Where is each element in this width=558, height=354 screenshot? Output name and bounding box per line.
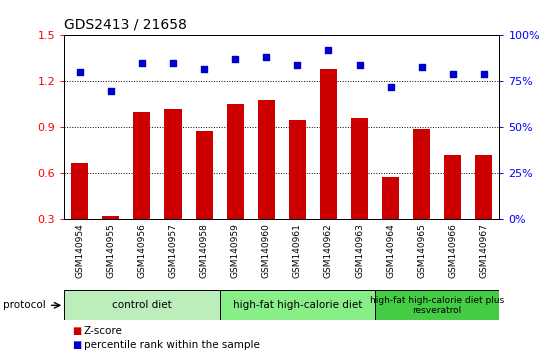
Text: ■: ■ bbox=[73, 326, 82, 336]
Point bbox=[230, 57, 239, 62]
Text: GSM140959: GSM140959 bbox=[230, 223, 239, 278]
Text: GSM140964: GSM140964 bbox=[386, 223, 395, 278]
Text: control diet: control diet bbox=[112, 300, 172, 310]
Text: percentile rank within the sample: percentile rank within the sample bbox=[84, 340, 259, 350]
Text: GSM140965: GSM140965 bbox=[417, 223, 426, 278]
Text: Z-score: Z-score bbox=[84, 326, 123, 336]
Text: GSM140955: GSM140955 bbox=[107, 223, 116, 278]
Point bbox=[107, 88, 116, 93]
Text: high-fat high-calorie diet: high-fat high-calorie diet bbox=[233, 300, 362, 310]
Point bbox=[200, 66, 209, 72]
Text: GSM140967: GSM140967 bbox=[479, 223, 488, 278]
Text: GSM140960: GSM140960 bbox=[262, 223, 271, 278]
Bar bbox=[227, 104, 244, 266]
Text: GSM140954: GSM140954 bbox=[75, 223, 84, 278]
Point bbox=[293, 62, 302, 68]
Bar bbox=[258, 100, 275, 266]
Bar bbox=[195, 131, 213, 266]
Point bbox=[355, 62, 364, 68]
Bar bbox=[133, 112, 151, 266]
Bar bbox=[413, 129, 430, 266]
Bar bbox=[102, 216, 119, 266]
Bar bbox=[220, 290, 375, 320]
Text: GSM140961: GSM140961 bbox=[293, 223, 302, 278]
Text: GSM140966: GSM140966 bbox=[448, 223, 457, 278]
Text: GSM140963: GSM140963 bbox=[355, 223, 364, 278]
Point bbox=[324, 47, 333, 53]
Bar bbox=[351, 118, 368, 266]
Point bbox=[137, 60, 146, 66]
Point bbox=[262, 55, 271, 60]
Text: GSM140956: GSM140956 bbox=[137, 223, 146, 278]
Bar bbox=[165, 109, 181, 266]
Text: ■: ■ bbox=[73, 340, 82, 350]
Point bbox=[448, 71, 457, 77]
Bar bbox=[444, 155, 461, 266]
Bar bbox=[289, 120, 306, 266]
Point bbox=[386, 84, 395, 90]
Text: high-fat high-calorie diet plus
resveratrol: high-fat high-calorie diet plus resverat… bbox=[370, 296, 504, 315]
Text: protocol: protocol bbox=[3, 300, 46, 310]
Bar bbox=[375, 290, 499, 320]
Point bbox=[479, 71, 488, 77]
Bar bbox=[64, 290, 220, 320]
Bar bbox=[320, 69, 337, 266]
Point bbox=[417, 64, 426, 69]
Bar bbox=[475, 155, 492, 266]
Point bbox=[169, 60, 177, 66]
Point bbox=[75, 69, 84, 75]
Text: GSM140957: GSM140957 bbox=[169, 223, 177, 278]
Bar bbox=[71, 163, 88, 266]
Bar bbox=[382, 177, 399, 266]
Text: GSM140958: GSM140958 bbox=[200, 223, 209, 278]
Text: GSM140962: GSM140962 bbox=[324, 223, 333, 278]
Text: GDS2413 / 21658: GDS2413 / 21658 bbox=[64, 18, 187, 32]
